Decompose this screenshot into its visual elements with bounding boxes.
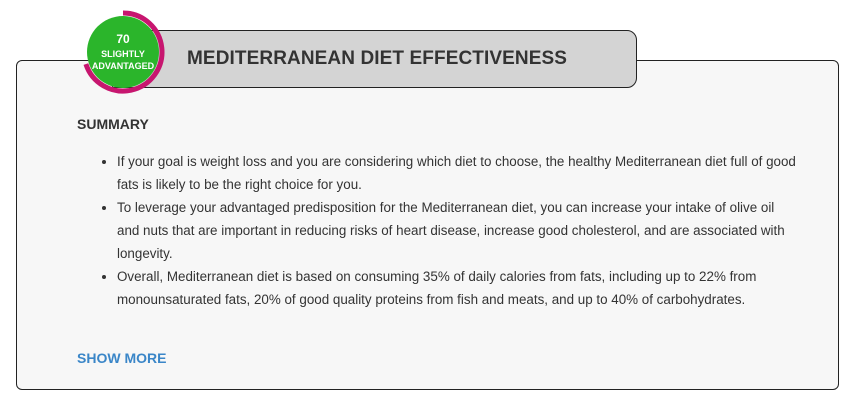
summary-heading: SUMMARY [77,116,149,132]
summary-card [16,60,839,390]
score-value: 70 [116,31,130,46]
score-ring [83,10,165,94]
score-label-line1: SLIGHTLY [101,48,145,59]
card-title-tab: MEDITERRANEAN DIET EFFECTIVENESS [112,30,637,88]
show-more-link[interactable]: SHOW MORE [77,350,167,366]
score-ring-arc [83,10,165,94]
summary-point: To leverage your advantaged predispositi… [117,196,797,265]
score-badge: 70 SLIGHTLY ADVANTAGED [81,10,165,94]
summary-list: If your goal is weight loss and you are … [98,150,797,311]
summary-point: Overall, Mediterranean diet is based on … [117,265,797,311]
score-label-line2: ADVANTAGED [91,60,155,71]
score-circle: 70 SLIGHTLY ADVANTAGED [87,16,159,88]
summary-point: If your goal is weight loss and you are … [117,150,797,196]
card-title: MEDITERRANEAN DIET EFFECTIVENESS [187,48,568,69]
